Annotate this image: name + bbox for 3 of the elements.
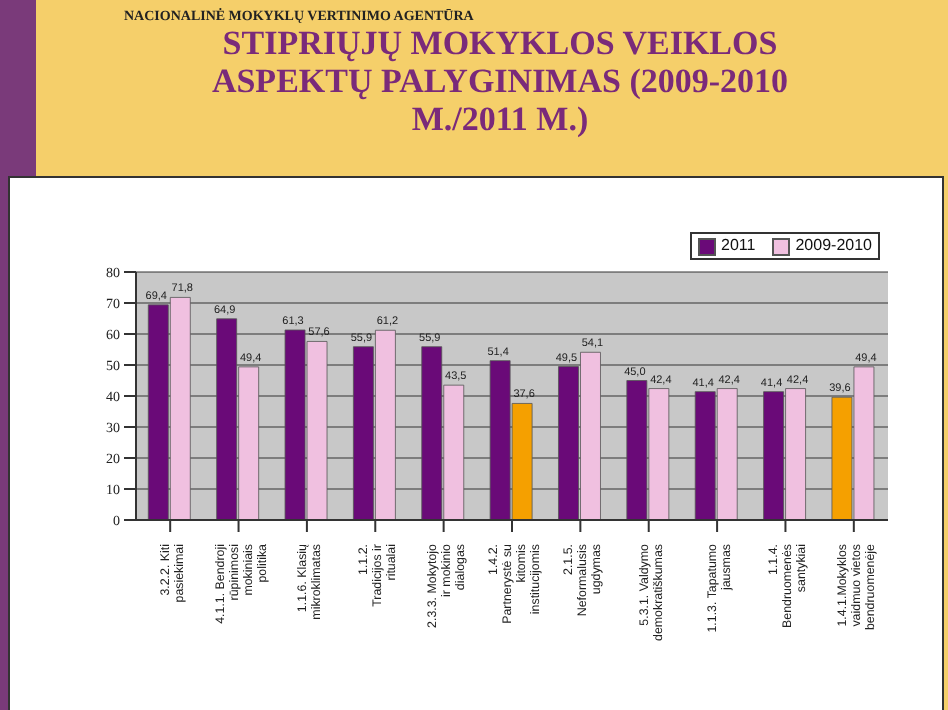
legend-label: 2011 bbox=[719, 234, 756, 258]
legend-label: 2009-2010 bbox=[793, 234, 872, 258]
chart-title: STIPRIŲJŲ MOKYKLOS VEIKLOS ASPEKTŲ PALYGINIMAS (2009-2010 M./2011 M.) bbox=[209, 24, 791, 138]
